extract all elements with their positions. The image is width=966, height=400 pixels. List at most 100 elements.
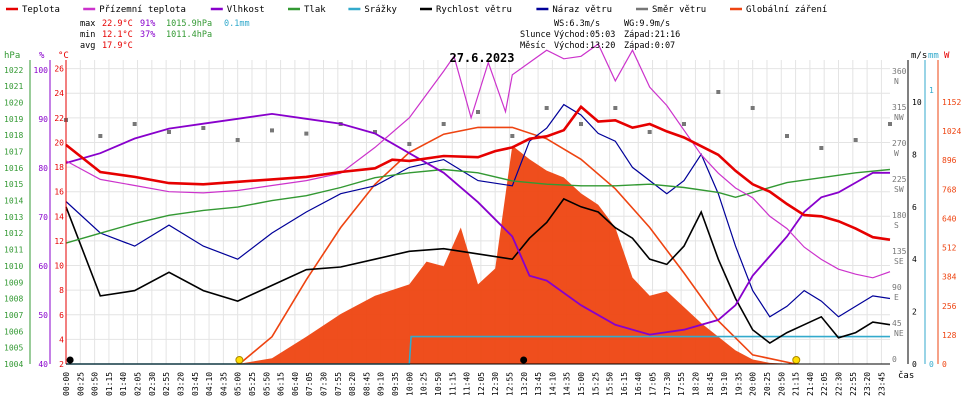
- wind-direction-point: [304, 131, 309, 136]
- x-tick-label: 08:20: [348, 372, 357, 396]
- wind-direction-point: [98, 134, 103, 138]
- deg-tick: 315: [892, 103, 907, 112]
- deg-dir-label: N: [894, 77, 899, 86]
- wind-direction-point: [132, 122, 137, 126]
- sun-label: Slunce: [520, 30, 551, 40]
- ms-tick: 2: [912, 308, 917, 317]
- legend-label: Tlak: [304, 5, 326, 15]
- unit-mm: mm: [928, 51, 939, 61]
- unit-w: W: [944, 51, 950, 61]
- x-tick-label: 00:50: [91, 372, 100, 396]
- legend: Teplota Přízemní teplota Vlhkost Tlak Srážky…: [6, 5, 827, 15]
- x-tick-label: 12:30: [491, 372, 500, 396]
- wind-direction-point: [235, 138, 240, 142]
- moon-rise: Východ:13:20: [554, 41, 615, 51]
- wind-direction-point: [853, 138, 858, 142]
- deg-tick: 45: [892, 319, 902, 328]
- x-tick-label: 10:00: [405, 372, 414, 396]
- series-temperature: [65, 104, 891, 241]
- wind-direction-point: [750, 106, 755, 110]
- hpa-tick: 1017: [4, 148, 23, 157]
- deg-dir-label: SE: [894, 257, 904, 266]
- x-tick-label: 17:30: [663, 372, 672, 396]
- pct-tick: 40: [38, 360, 48, 369]
- x-tick-label: 10:50: [434, 372, 443, 396]
- hpa-tick: 1006: [4, 327, 23, 336]
- ms-tick: 6: [912, 203, 917, 212]
- x-tick-label: 11:40: [463, 372, 472, 396]
- wind-direction-point: [510, 134, 515, 138]
- hpa-tick: 1018: [4, 131, 23, 140]
- wind-direction-point: [716, 90, 721, 94]
- x-tick-label: 23:45: [877, 372, 886, 396]
- ms-tick: 10: [912, 98, 922, 107]
- degc-tick: 22: [54, 114, 64, 123]
- x-tick-label: 20:25: [763, 372, 772, 396]
- deg-dir-label: E: [894, 293, 899, 302]
- x-tick-label: 23:20: [863, 372, 872, 396]
- ws-value: WS:6.3m/s: [554, 19, 600, 29]
- series-theoretical-radiation: [238, 126, 796, 365]
- x-tick-label: 07:05: [305, 372, 314, 396]
- x-tick-label: 05:25: [248, 372, 257, 396]
- series-wind-gust: [65, 103, 891, 318]
- hpa-tick: 1016: [4, 164, 23, 173]
- legend-label: Teplota: [22, 5, 60, 15]
- sunset-marker: [792, 356, 801, 364]
- pct-tick: 70: [38, 213, 48, 222]
- w-tick: 768: [942, 185, 957, 194]
- degc-tick: 2: [59, 360, 64, 369]
- deg-tick: 180: [892, 211, 907, 220]
- stat-max-label: max: [80, 19, 95, 29]
- degc-tick: 24: [54, 89, 64, 98]
- x-tick-label: 12:05: [477, 372, 486, 396]
- series-humidity: [65, 112, 890, 336]
- hpa-tick: 1009: [4, 278, 23, 287]
- wind-direction-point: [888, 122, 892, 126]
- hpa-tick: 1008: [4, 295, 23, 304]
- sunrise-marker: [235, 356, 244, 364]
- stats-block: max 22.9°C 91% 1015.9hPa 0.1mm min 12.1°…: [80, 19, 250, 51]
- x-tick-label: 17:05: [649, 372, 658, 396]
- degc-tick: 12: [54, 237, 64, 246]
- stat-min-press: 1011.4hPa: [166, 30, 212, 40]
- deg-tick: 0: [892, 355, 897, 364]
- stat-max-hum: 91%: [140, 19, 155, 29]
- stat-max-press: 1015.9hPa: [166, 19, 212, 29]
- deg-dir-label: NW: [894, 113, 904, 122]
- wind-direction-point: [544, 106, 549, 110]
- degc-tick: 14: [54, 212, 64, 221]
- x-tick-label: 14:35: [563, 372, 572, 396]
- stat-avg-label: avg: [80, 41, 95, 51]
- hpa-tick: 1013: [4, 213, 23, 222]
- moon-label: Měsíc: [520, 41, 546, 51]
- stat-max-rain: 0.1mm: [224, 19, 250, 29]
- wg-value: WG:9.9m/s: [624, 19, 670, 29]
- wind-direction-point: [819, 146, 824, 150]
- hpa-tick: 1011: [4, 246, 23, 255]
- x-tick-label: 11:15: [448, 372, 457, 396]
- wind-direction-point: [647, 130, 652, 134]
- series-ground-temperature: [65, 43, 891, 279]
- x-tick-label: 09:10: [377, 372, 386, 396]
- wind-direction-point: [476, 110, 480, 114]
- x-tick-label: 02:55: [162, 372, 171, 396]
- x-tick-label: 10:25: [420, 372, 429, 396]
- x-tick-label: 19:35: [734, 372, 743, 396]
- deg-tick: 360: [892, 67, 907, 76]
- deg-dir-label: SW: [894, 185, 904, 194]
- legend-label: Náraz větru: [552, 5, 612, 15]
- legend-label: Rychlost větru: [436, 5, 512, 15]
- degc-tick: 8: [59, 286, 64, 295]
- w-tick: 1024: [942, 127, 961, 136]
- deg-tick: 135: [892, 247, 907, 256]
- x-tick-label: 16:40: [634, 372, 643, 396]
- w-tick: 384: [942, 273, 957, 282]
- x-tick-label: 19:10: [720, 372, 729, 396]
- mm-tick: 1: [929, 86, 934, 95]
- legend-label: Směr větru: [652, 5, 706, 15]
- stat-max-temp: 22.9°C: [102, 19, 133, 29]
- wind-direction-point: [167, 130, 171, 134]
